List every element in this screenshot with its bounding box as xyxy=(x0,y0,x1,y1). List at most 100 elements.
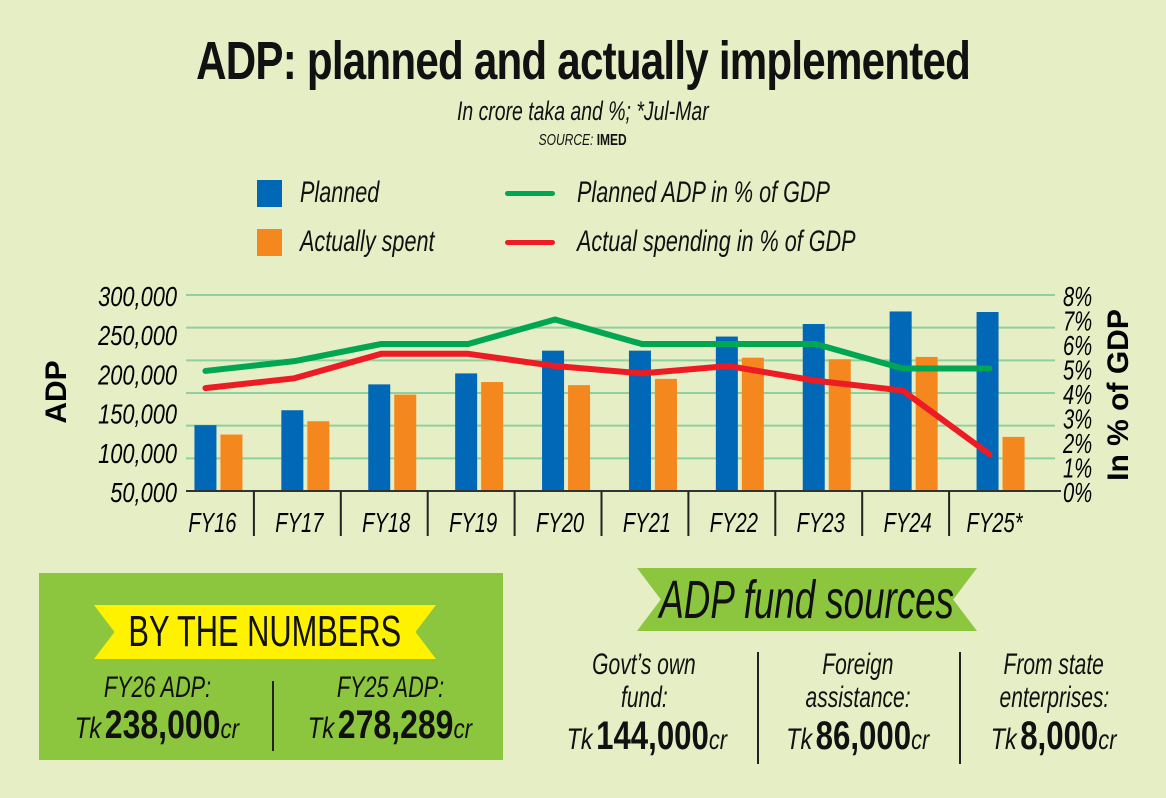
fund-source-govt: Govt’s own fund: Tk 144,000cr xyxy=(544,648,744,759)
x-tick-label: FY22 xyxy=(710,508,759,539)
x-tick-label: FY20 xyxy=(536,508,585,539)
by-the-numbers-panel: BY THE NUMBERS FY26 ADP: Tk 238,000cr FY… xyxy=(39,573,503,760)
chart-subtitle: In crore taka and %; *Jul-Mar xyxy=(457,96,709,126)
adp-chart: 300,000 250,000 200,000 150,000 100,000 50,00… xyxy=(40,281,1135,538)
legend-label: Actually spent xyxy=(300,225,435,258)
fund-source-prefix: Tk xyxy=(786,723,813,756)
legend-label: Actual spending in % of GDP xyxy=(577,225,856,258)
y2-axis-title: In % of GDP xyxy=(1102,309,1135,481)
source-note: SOURCE: IMED xyxy=(0,132,1166,150)
lines xyxy=(202,316,993,458)
fund-source-state: From state enterprises: Tk 8,000cr xyxy=(954,648,1154,759)
gridlines xyxy=(186,294,1055,460)
bar-planned xyxy=(628,350,651,491)
bar-actual xyxy=(654,378,677,491)
y-tick-label: 300,000 xyxy=(98,281,177,312)
fund-source-value: 86,000 xyxy=(815,714,912,758)
bar-actual xyxy=(394,394,417,491)
fund-source-suffix: cr xyxy=(1098,724,1117,755)
fund-source-label: assistance: xyxy=(805,681,911,714)
y2-tick-label: 7% xyxy=(1063,306,1092,337)
legend-swatch-planned xyxy=(257,179,282,207)
bar-actual xyxy=(481,382,504,491)
fund-source-suffix: cr xyxy=(708,724,728,755)
y2-tick-label: 6% xyxy=(1063,331,1092,362)
legend-line-planned-pct xyxy=(505,190,555,196)
bar-actual xyxy=(307,421,330,491)
x-tick-label: FY19 xyxy=(449,508,498,539)
chart-title: ADP: planned and actually implemented xyxy=(196,31,971,91)
stat-prefix: Tk xyxy=(74,712,102,745)
legend-item-actual: Actually spent xyxy=(257,225,487,259)
fund-source-prefix: Tk xyxy=(566,723,593,756)
x-tick-label: FY18 xyxy=(362,508,411,539)
stat-suffix: cr xyxy=(220,713,240,744)
fund-source-value: 144,000 xyxy=(596,714,709,758)
legend-swatch-actual xyxy=(257,228,282,256)
fund-source-prefix: Tk xyxy=(991,723,1018,756)
fund-source-label: From state xyxy=(1003,648,1105,681)
legend-label: Planned xyxy=(300,176,380,209)
x-tick-label: FY23 xyxy=(797,508,846,539)
y2-tick-label: 3% xyxy=(1063,404,1092,435)
stat-fy25-adp: FY25 ADP: Tk 278,289cr xyxy=(275,671,505,748)
stat-label: FY26 ADP: xyxy=(103,671,211,704)
x-tick-label: FY25* xyxy=(967,508,1024,539)
stat-value: 238,000 xyxy=(104,703,221,747)
y-axis-title: ADP xyxy=(40,360,73,423)
divider xyxy=(272,681,274,751)
legend-line-actual-pct xyxy=(505,239,555,245)
fund-source-foreign: Foreign assistance: Tk 86,000cr xyxy=(758,648,958,759)
y-tick-label: 200,000 xyxy=(97,360,177,391)
fund-sources-heading: ADP fund sources xyxy=(659,569,955,630)
source-label: SOURCE: xyxy=(538,132,594,149)
y-tick-label: 100,000 xyxy=(98,438,177,469)
bar-actual xyxy=(741,357,764,491)
fund-source-label: enterprises: xyxy=(999,681,1109,714)
bar-actual xyxy=(915,356,938,491)
y2-tick-label: 1% xyxy=(1063,453,1092,484)
bar-planned xyxy=(194,425,217,491)
bar-planned xyxy=(976,312,999,491)
bar-actual xyxy=(220,434,243,491)
x-tick-label: FY21 xyxy=(623,508,671,539)
line-actual-pct-gdp xyxy=(202,350,993,458)
bar-planned xyxy=(889,311,912,491)
stat-prefix: Tk xyxy=(307,712,335,745)
legend-item-planned-pct: Planned ADP in % of GDP xyxy=(505,176,928,210)
legend-label: Planned ADP in % of GDP xyxy=(577,176,830,209)
fund-source-label: Foreign xyxy=(822,648,894,681)
stat-suffix: cr xyxy=(453,713,473,744)
by-the-numbers-ribbon: BY THE NUMBERS xyxy=(94,605,436,659)
axes: 300,000 250,000 200,000 150,000 100,000 50,00… xyxy=(97,281,1092,538)
bars xyxy=(194,311,1025,491)
bar-actual xyxy=(568,385,591,491)
y2-tick-label: 5% xyxy=(1063,355,1092,386)
bar-planned xyxy=(542,350,565,491)
stat-value: 278,289 xyxy=(337,703,454,747)
bar-actual xyxy=(1002,436,1025,491)
x-tick-label: FY17 xyxy=(275,508,324,539)
fund-source-value: 8,000 xyxy=(1020,714,1099,758)
y2-tick-label: 2% xyxy=(1062,429,1092,460)
by-the-numbers-heading: BY THE NUMBERS xyxy=(128,607,402,656)
bar-actual xyxy=(828,359,851,491)
fund-source-label: fund: xyxy=(620,681,668,714)
y-tick-label: 250,000 xyxy=(97,321,177,352)
stat-label: FY25 ADP: xyxy=(336,671,444,704)
bar-planned xyxy=(455,373,478,491)
legend-item-actual-pct: Actual spending in % of GDP xyxy=(505,225,964,259)
source-value: IMED xyxy=(597,132,628,149)
y2-tick-label: 0% xyxy=(1063,478,1092,509)
y2-tick-label: 8% xyxy=(1063,282,1092,313)
y2-tick-label: 4% xyxy=(1063,380,1092,411)
bar-planned xyxy=(802,324,825,491)
line-planned-pct-gdp xyxy=(202,316,993,374)
x-tick-label: FY16 xyxy=(188,508,237,539)
divider xyxy=(959,652,961,764)
divider xyxy=(757,652,759,764)
bar-planned xyxy=(715,336,738,491)
bar-planned xyxy=(281,410,304,491)
y-tick-label: 150,000 xyxy=(98,399,177,430)
bar-planned xyxy=(368,384,391,491)
